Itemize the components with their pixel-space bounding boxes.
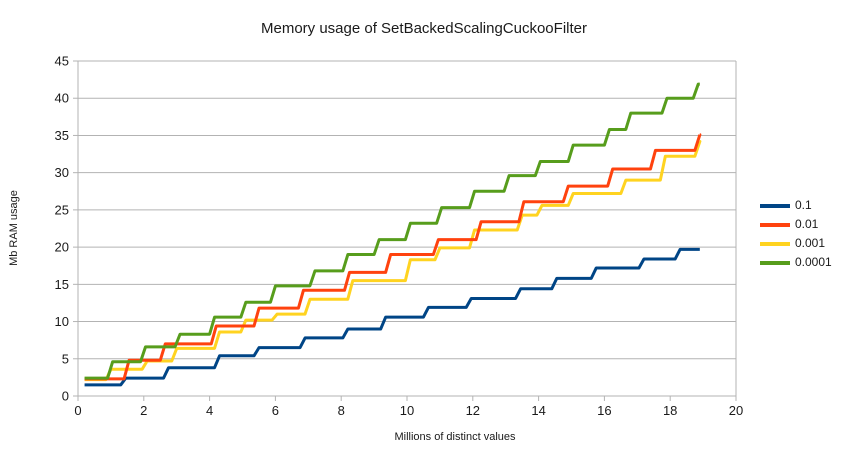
x-tick-label-18: 18 bbox=[663, 403, 677, 418]
x-tick-label-6: 6 bbox=[272, 403, 279, 418]
legend-line-swatch-icon bbox=[760, 260, 790, 265]
legend-line-swatch-icon bbox=[760, 222, 790, 227]
series-line-0.01 bbox=[84, 133, 702, 381]
legend-line-swatch-icon bbox=[760, 203, 790, 208]
y-tick-label-10: 10 bbox=[55, 314, 69, 329]
y-axis-title: Mb RAM usage bbox=[8, 190, 20, 266]
y-tick-label-45: 45 bbox=[55, 54, 69, 69]
legend-item-0.01: 0.01 bbox=[760, 215, 832, 234]
legend-label: 0.001 bbox=[795, 236, 826, 250]
legend-label: 0.0001 bbox=[795, 255, 832, 269]
x-tick-label-2: 2 bbox=[140, 403, 147, 418]
series-line-0.001 bbox=[84, 139, 702, 382]
x-tick-label-16: 16 bbox=[597, 403, 611, 418]
y-tick-label-30: 30 bbox=[55, 165, 69, 180]
legend-line-swatch-icon bbox=[760, 241, 790, 246]
y-tick-label-20: 20 bbox=[55, 240, 69, 255]
legend-item-0.0001: 0.0001 bbox=[760, 253, 832, 272]
legend-label: 0.01 bbox=[795, 217, 819, 231]
series-line-0.0001 bbox=[84, 82, 700, 380]
y-tick-label-5: 5 bbox=[62, 351, 69, 366]
x-tick-label-12: 12 bbox=[466, 403, 480, 418]
series-line-0.1 bbox=[84, 247, 700, 387]
x-tick-label-10: 10 bbox=[400, 403, 414, 418]
x-tick-label-0: 0 bbox=[74, 403, 81, 418]
y-tick-label-40: 40 bbox=[55, 91, 69, 106]
legend: 0.1 0.01 0.001 0.0001 bbox=[760, 196, 832, 272]
y-tick-label-15: 15 bbox=[55, 277, 69, 292]
x-tick-label-4: 4 bbox=[206, 403, 213, 418]
x-tick-label-14: 14 bbox=[531, 403, 545, 418]
x-tick-label-20: 20 bbox=[729, 403, 743, 418]
legend-label: 0.1 bbox=[795, 198, 812, 212]
legend-item-0.1: 0.1 bbox=[760, 196, 832, 215]
legend-item-0.001: 0.001 bbox=[760, 234, 832, 253]
x-axis-title: Millions of distinct values bbox=[394, 431, 516, 443]
y-tick-label-35: 35 bbox=[55, 128, 69, 143]
x-tick-label-8: 8 bbox=[338, 403, 345, 418]
y-tick-label-25: 25 bbox=[55, 202, 69, 217]
chart-title: Memory usage of SetBackedScalingCuckooFi… bbox=[261, 20, 587, 37]
y-tick-label-0: 0 bbox=[62, 389, 69, 404]
